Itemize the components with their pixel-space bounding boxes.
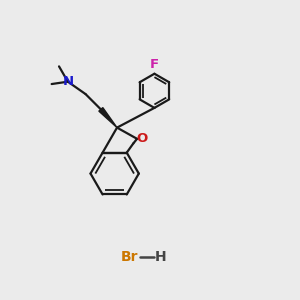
Text: O: O [136,132,148,145]
Polygon shape [99,108,117,127]
Text: H: H [154,250,166,265]
Text: N: N [62,75,74,88]
Text: Br: Br [121,250,138,265]
Text: F: F [150,58,159,71]
